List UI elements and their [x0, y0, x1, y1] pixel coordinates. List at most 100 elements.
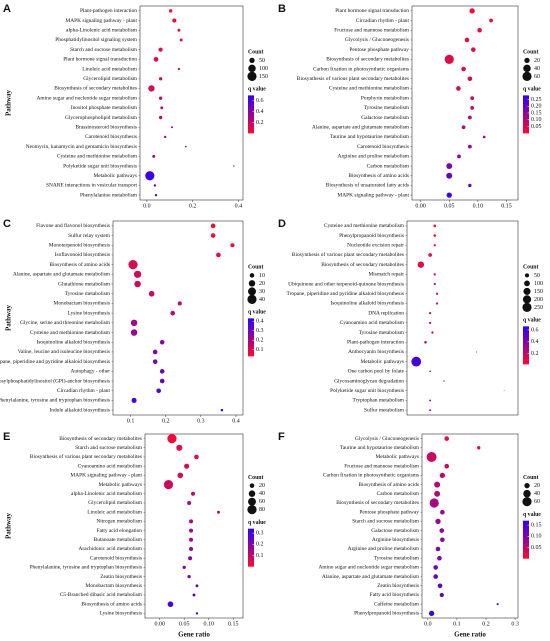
point: [187, 574, 191, 579]
y-tick-label: Plant-pathogen interaction: [80, 8, 137, 14]
size-legend-key: [522, 295, 532, 304]
point: [156, 388, 161, 394]
y-tick-label: Nitrogen metabolism: [96, 519, 142, 525]
y-tick-label: Biosynthesis of secondary metabolites: [54, 85, 137, 92]
point: [163, 480, 174, 490]
y-tick-label: Butanoate metabolism: [94, 537, 143, 543]
point: [160, 106, 164, 110]
point: [179, 38, 183, 42]
point: [189, 537, 194, 542]
point: [153, 184, 157, 187]
point: [461, 66, 466, 72]
colorbar-label: 0.25: [531, 97, 542, 103]
size-legend-key: [249, 483, 255, 488]
point: [489, 18, 493, 23]
color-legend-title: q value: [523, 318, 541, 324]
point: [230, 243, 235, 248]
y-tick-label: Glycosaminoglycan degradation: [334, 378, 404, 384]
y-tick-label: Linoleic acid metabolism: [82, 66, 138, 72]
point: [130, 329, 138, 336]
y-tick-label: Porphyrin metabolism: [361, 95, 410, 101]
point: [177, 67, 181, 71]
point: [130, 319, 138, 327]
point: [159, 378, 165, 384]
y-tick-label: Glycolysis / Gluconeogenesis: [345, 37, 409, 43]
size-legend-label: 20: [534, 483, 540, 489]
y-tick-label: Alanine, aspartate and glutamate metabol…: [312, 124, 410, 130]
x-tick-label: 0.4: [235, 203, 243, 209]
y-tick-label: Phenylalanine metabolism: [80, 192, 138, 198]
y-tick-label: MAPK signaling pathway - plant: [70, 473, 142, 479]
size-legend-title: Count: [248, 475, 264, 481]
size-legend-key: [248, 64, 256, 73]
x-tick-label: 0.1: [127, 418, 135, 424]
point: [152, 154, 156, 158]
y-tick-label: Circadian rhythm - plant: [57, 388, 111, 394]
size-legend-label: 50: [259, 58, 265, 64]
colorbar: [248, 95, 254, 134]
y-tick-label: MAPK signaling pathway - plant: [337, 192, 409, 198]
y-tick-label: Starch and sucrose metabolism: [70, 47, 138, 53]
point: [158, 77, 163, 81]
x-tick-label: 0.3: [511, 621, 519, 627]
point: [154, 193, 158, 197]
point: [428, 321, 432, 324]
point: [429, 409, 432, 412]
point: [446, 163, 453, 170]
y-tick-label: One carbon pool by folate: [348, 368, 405, 375]
size-legend-label: 40: [534, 66, 540, 72]
x-tick-label: 0.4: [232, 418, 240, 424]
panel-label: C: [3, 218, 11, 230]
y-tick-label: Metabolic pathways: [98, 482, 142, 488]
colorbar-label: 0.2: [256, 542, 264, 548]
point: [503, 390, 505, 392]
size-legend-label: 200: [534, 297, 543, 303]
plot-frame: [144, 433, 244, 619]
y-tick-label: Mismatch repair: [369, 272, 405, 278]
colorbar-label: 0.4: [531, 339, 539, 345]
x-tick-label: 0.2: [189, 203, 197, 209]
x-tick-label: 0.1: [453, 621, 461, 627]
y-tick-label: Arginine and proline metabolism: [338, 154, 410, 160]
color-legend-title: q value: [523, 512, 541, 518]
point: [433, 574, 438, 579]
y-tick-label: Ubiquinone and other terpenoid-quinone b…: [288, 281, 404, 287]
y-tick-label: Biosynthesis of secondary metabolites: [326, 56, 409, 63]
y-tick-label: Amino sugar and nucleotide sugar metabol…: [37, 95, 138, 101]
point: [233, 165, 235, 167]
point: [444, 436, 450, 441]
point: [477, 27, 482, 33]
point: [433, 244, 436, 247]
point: [426, 452, 437, 462]
size-legend-label: 20: [259, 281, 265, 287]
point: [433, 224, 437, 228]
y-tick-label: Neomycin, kanamycin and gentamicin biosy…: [26, 144, 137, 150]
y-tick-label: Tropane, piperidine and pyridine alkaloi…: [287, 291, 404, 297]
point: [428, 610, 435, 617]
size-legend-label: 40: [534, 491, 540, 497]
y-tick-label: Glutathione metabolism: [58, 281, 111, 287]
y-tick-label: Biosynthesis of various plant secondary …: [292, 251, 404, 258]
y-tick-label: Isoflavonoid biosynthesis: [55, 251, 110, 258]
y-tick-label: Tyrosine metabolism: [65, 291, 111, 297]
size-legend-key: [523, 287, 531, 295]
size-legend-key: [247, 294, 257, 304]
point: [170, 126, 174, 129]
point: [440, 509, 445, 515]
size-legend-key: [524, 273, 530, 278]
colorbar-label: 0.10: [531, 534, 542, 540]
colorbar-label: 0.1: [256, 347, 264, 353]
x-tick-label: 0.10: [473, 203, 484, 209]
y-tick-label: Carotenoid biosynthesis: [85, 134, 137, 140]
x-tick-label: 0.0: [424, 621, 432, 627]
colorbar: [523, 95, 529, 134]
y-tick-label: Indole alkaloid biosynthesis: [50, 407, 111, 413]
y-tick-label: Alanine, aspartate and glutamate metabol…: [322, 574, 420, 580]
size-legend-label: 80: [259, 507, 265, 513]
point: [428, 312, 432, 315]
y-tick-label: Autophagy - other: [70, 369, 110, 375]
point: [167, 434, 177, 444]
point: [467, 144, 472, 149]
point: [439, 528, 445, 533]
size-legend-label: 10: [259, 273, 265, 279]
